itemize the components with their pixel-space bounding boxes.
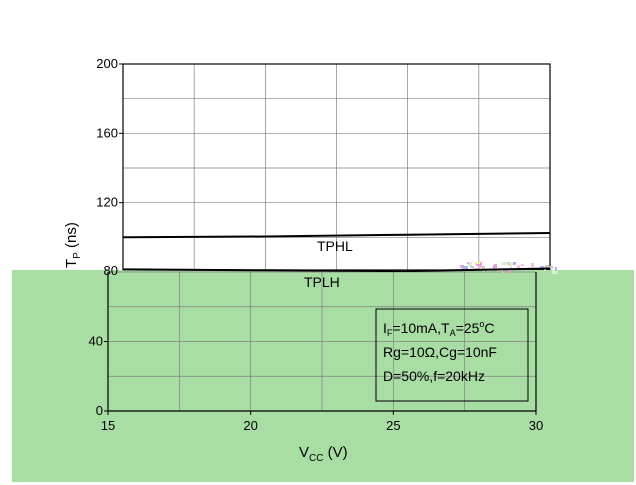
x-axis-title: VCC (V) [299, 444, 348, 464]
noise-pixel [540, 266, 544, 268]
noise-pixel [517, 265, 520, 268]
noise-pixel [555, 266, 561, 269]
noise-pixel [513, 262, 516, 265]
series-layer [123, 232, 550, 272]
noise-pixel [482, 266, 485, 268]
series-line-tplh [123, 267, 550, 272]
y-tick-label: 40 [89, 334, 103, 349]
x-tick-label: 30 [529, 418, 543, 433]
y-tick-label: 80 [104, 263, 118, 278]
y-axis-title-unit: (ns) [63, 222, 80, 252]
y-axis-title-main: T [63, 259, 80, 268]
x-tick-label: 15 [101, 418, 115, 433]
noise-pixel [521, 264, 524, 266]
lower-plot-area: 0 40 80 15 20 25 30 [89, 263, 544, 433]
y-axis-title-sub: P [72, 252, 83, 259]
svg-text:TP (ns): TP (ns) [63, 222, 83, 268]
x-tick-label: 25 [386, 418, 400, 433]
noise-pixel [507, 267, 509, 269]
noise-pixel [462, 266, 468, 270]
y-tick-label: 200 [96, 56, 118, 71]
y-axis-title: TP (ns) [63, 222, 83, 268]
noise-pixel [467, 262, 469, 264]
noise-pixel [479, 266, 482, 268]
noise-pixel [547, 266, 553, 269]
noise-pixel [468, 262, 472, 266]
y-tick-label: 160 [96, 125, 118, 140]
noise-pixel [551, 264, 555, 267]
series-line-tphl [123, 232, 550, 239]
condition-line-3: D=50%,f=20kHz [383, 368, 485, 384]
y-tick-label: 0 [96, 403, 103, 418]
noise-pixel [552, 270, 558, 274]
noise-pixel [507, 262, 510, 265]
upper-plot-area: 120 160 200 [96, 56, 551, 271]
series-label-tplh: TPLH [304, 274, 340, 290]
noise-pixel [510, 265, 512, 269]
x-axis-title-unit: (V) [323, 444, 347, 461]
x-axis-title-sub: CC [309, 453, 323, 464]
noise-pixel [507, 270, 512, 273]
noise-pixel [475, 262, 480, 264]
noise-pixel [494, 264, 497, 268]
noise-pixel [497, 269, 499, 272]
noise-pixel [509, 262, 512, 264]
noise-pixel [531, 263, 534, 267]
conditions-box: IF=10mA,TA=25oC Rg=10Ω,Cg=10nF D=50%,f=2… [375, 308, 529, 402]
condition-line-2: Rg=10Ω,Cg=10nF [383, 344, 497, 360]
noise-pixel [555, 267, 557, 271]
noise-pixel [502, 262, 508, 265]
y-tick-label: 120 [96, 195, 118, 210]
noise-pixel [524, 264, 526, 268]
series-label-tphl: TPHL [317, 238, 353, 254]
x-axis-title-main: V [299, 444, 309, 461]
noise-pixel [470, 266, 474, 268]
x-tick-label: 20 [243, 418, 257, 433]
condition-line-1: IF=10mA,TA=25oC [383, 319, 495, 338]
